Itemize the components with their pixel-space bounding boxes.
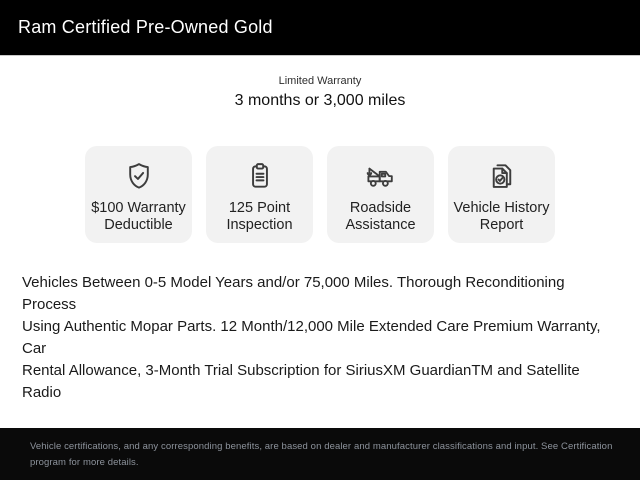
- header-bar: Ram Certified Pre-Owned Gold: [0, 0, 640, 56]
- shield-check-icon: [123, 157, 155, 195]
- disclaimer-line: program for more details.: [30, 456, 139, 468]
- warranty-term: 3 months or 3,000 miles: [234, 92, 406, 109]
- certification-disclaimer: Vehicle certifications, and any correspo…: [30, 439, 614, 470]
- benefit-card-inspection: 125 Point Inspection: [206, 146, 313, 243]
- benefit-label: Vehicle History Report: [453, 200, 550, 233]
- footer-bar: Vehicle certifications, and any correspo…: [0, 428, 640, 480]
- description-line: Using Authentic Mopar Parts. 12 Month/12…: [22, 318, 601, 357]
- disclaimer-line: Vehicle certifications, and any correspo…: [30, 441, 613, 452]
- benefit-cards: $100 Warranty Deductible 125 Point Inspe…: [0, 146, 640, 243]
- benefit-card-warranty-deductible: $100 Warranty Deductible: [85, 146, 192, 243]
- benefit-label: Roadside Assistance: [345, 200, 416, 233]
- tow-truck-icon: [363, 157, 399, 195]
- description-line: Vehicles Between 0-5 Model Years and/or …: [22, 274, 565, 313]
- document-check-icon: [486, 157, 518, 195]
- limited-warranty-label: Limited Warranty: [278, 75, 362, 87]
- benefit-label: 125 Point Inspection: [226, 200, 293, 233]
- benefit-card-history-report: Vehicle History Report: [448, 146, 555, 243]
- page-title: Ram Certified Pre-Owned Gold: [18, 17, 273, 37]
- benefit-label: $100 Warranty Deductible: [91, 200, 186, 233]
- description-line: Rental Allowance, 3-Month Trial Subscrip…: [22, 362, 580, 401]
- clipboard-icon: [244, 157, 276, 195]
- program-description: Vehicles Between 0-5 Model Years and/or …: [22, 272, 622, 404]
- benefit-card-roadside: Roadside Assistance: [327, 146, 434, 243]
